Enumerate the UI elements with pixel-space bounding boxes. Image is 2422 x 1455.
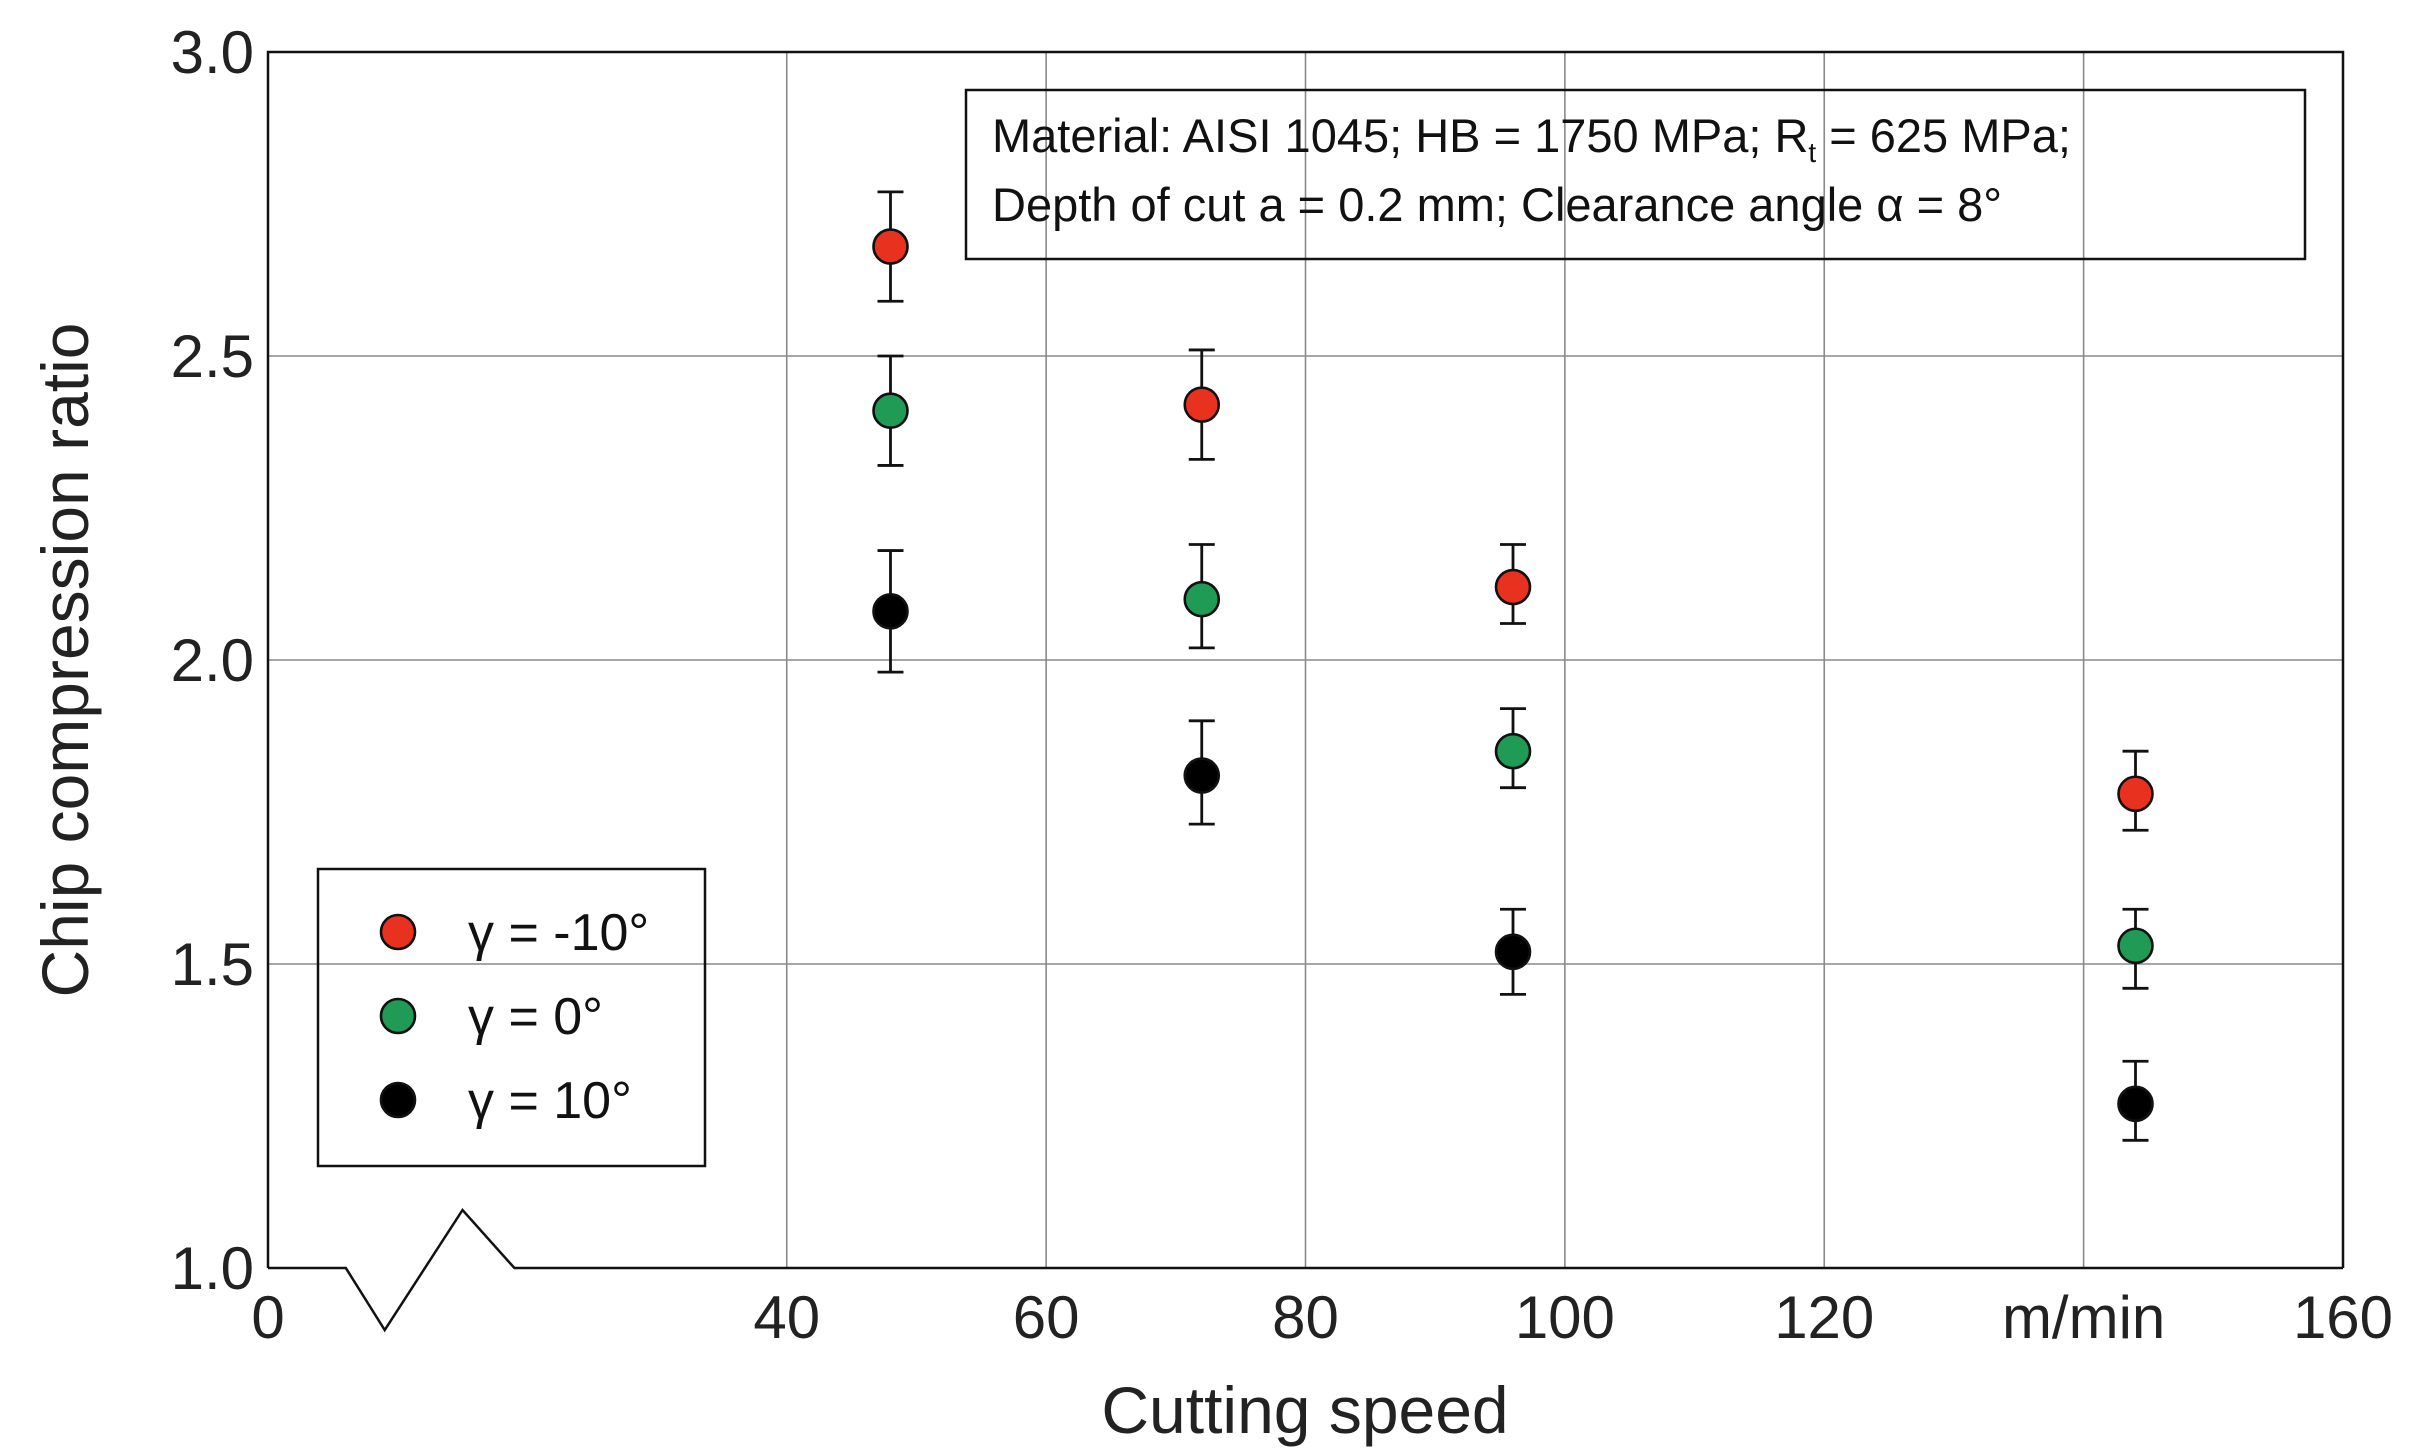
x-axis-ticks: 0 40 60 80 100 120 m/min 160 (251, 1284, 2393, 1351)
y-axis-ticks: 1.0 1.5 2.0 2.5 3.0 (171, 19, 254, 1302)
legend-marker (379, 997, 417, 1035)
data-point (1494, 732, 1532, 770)
x-tick-label: 60 (1013, 1284, 1080, 1351)
data-point (1494, 568, 1532, 606)
annotation-subscript: t (1808, 137, 1816, 168)
x-tick-label: 160 (2293, 1284, 2393, 1351)
x-tick-label: 120 (1774, 1284, 1874, 1351)
x-tick-label: 0 (251, 1284, 284, 1351)
x-tick-label: 80 (1272, 1284, 1339, 1351)
series-2 (872, 354, 2154, 990)
x-axis-break-line (268, 1207, 2343, 1333)
legend: γ = -10° γ = 0° γ = 10° (316, 867, 707, 1168)
grid-lines (268, 52, 2343, 1268)
data-point (1183, 386, 1221, 423)
legend-label: γ = 10° (468, 1072, 632, 1130)
data-point (872, 228, 909, 265)
y-tick-label: 2.5 (171, 323, 254, 390)
legend-items: γ = -10° γ = 0° γ = 10° (379, 904, 649, 1130)
y-tick-label: 3.0 (171, 19, 254, 86)
data-point (872, 392, 909, 430)
y-tick-label: 1.5 (171, 931, 254, 998)
y-axis-title: Chip compression ratio (28, 323, 102, 998)
y-tick-label: 1.0 (171, 1235, 254, 1302)
annotation-line-1: Material: AISI 1045; HB = 1750 MPa; Rt =… (992, 109, 2071, 168)
series-1 (872, 190, 2154, 832)
annotation-box: Material: AISI 1045; HB = 1750 MPa; Rt =… (964, 88, 2307, 261)
legend-marker (379, 1081, 417, 1119)
x-tick-label: 40 (753, 1284, 820, 1351)
legend-box (316, 867, 707, 1168)
data-point (2117, 927, 2154, 965)
data-point (872, 593, 909, 630)
data-point (1183, 757, 1221, 794)
x-tick-label: 100 (1515, 1284, 1615, 1351)
data-series (872, 190, 2154, 1142)
data-point (1494, 933, 1532, 971)
legend-label: γ = 0° (468, 988, 603, 1046)
legend-label: γ = -10° (468, 904, 649, 962)
x-tick-label: m/min (2002, 1284, 2165, 1351)
plot-border (266, 50, 2345, 1268)
data-point (1183, 580, 1221, 618)
annotation-line-1-text: Material: AISI 1045; HB = 1750 MPa; R (992, 109, 1808, 162)
data-point (2117, 1085, 2154, 1123)
legend-marker (379, 913, 417, 951)
y-tick-label: 2.0 (171, 627, 254, 694)
data-point (2117, 775, 2154, 813)
annotation-line-1-tail: = 625 MPa; (1816, 109, 2071, 162)
plot-frame (266, 50, 2345, 1333)
x-axis-title: Cutting speed (1101, 1373, 1508, 1447)
annotation-line-2: Depth of cut a = 0.2 mm; Clearance angle… (992, 178, 2002, 231)
series-3 (872, 549, 2154, 1142)
